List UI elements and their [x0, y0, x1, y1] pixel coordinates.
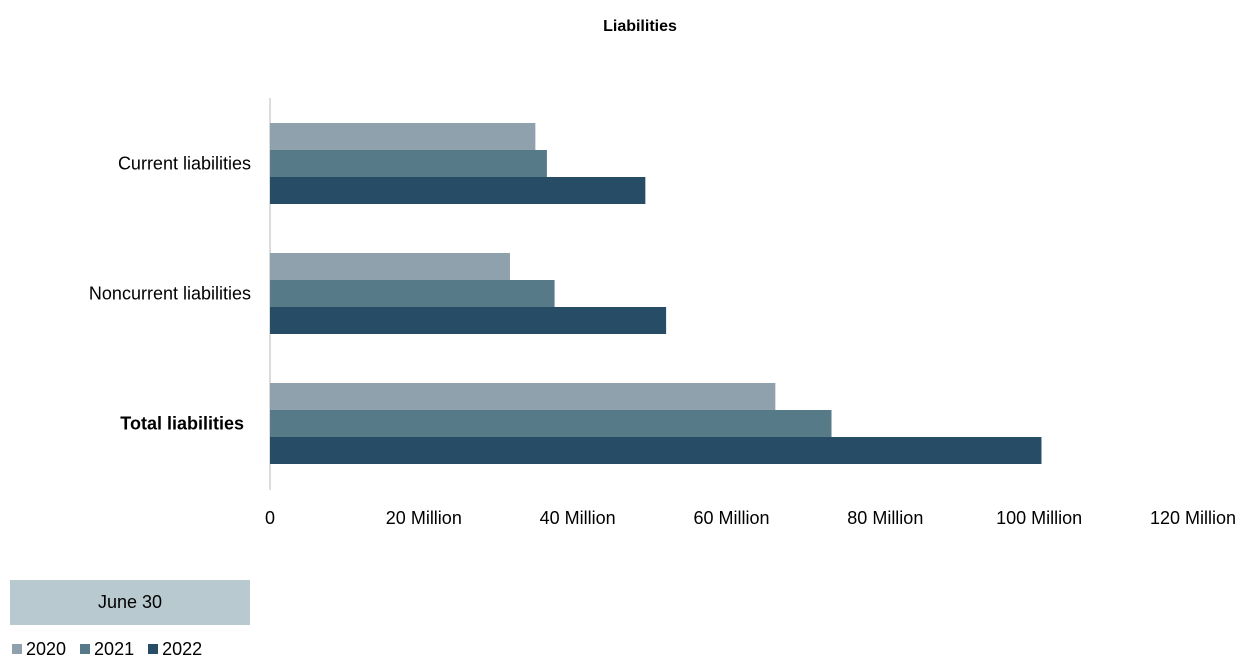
legend-label: 2020: [26, 640, 66, 658]
legend-label: 2022: [162, 640, 202, 658]
bar-total-liabilities-2020: [270, 383, 775, 410]
chart-title: Liabilities: [603, 18, 677, 35]
bar-total-liabilities-2022: [270, 437, 1041, 464]
category-labels: Current liabilities Noncurrent liabilitie…: [89, 154, 251, 434]
x-tick-label: 0: [265, 508, 275, 528]
x-tick-label: 20 Million: [386, 508, 462, 528]
legend-group-label: June 30: [98, 592, 162, 613]
category-label: Total liabilities: [120, 414, 244, 434]
legend-item-2022: 2022: [148, 640, 202, 658]
x-tick-label: 80 Million: [847, 508, 923, 528]
bar-total-liabilities-2021: [270, 410, 831, 437]
category-label: Current liabilities: [118, 154, 251, 174]
legend-swatch: [148, 644, 158, 654]
x-axis-ticks: 0 20 Million 40 Million 60 Million 80 Millio…: [265, 508, 1236, 528]
legend-label: 2021: [94, 640, 134, 658]
legend-item-2020: 2020: [12, 640, 66, 658]
legend-swatch: [80, 644, 90, 654]
legend-swatch: [12, 644, 22, 654]
x-tick-label: 120 Million: [1150, 508, 1236, 528]
x-tick-label: 40 Million: [540, 508, 616, 528]
bar-noncurrent-liabilities-2021: [270, 280, 555, 307]
bars-group: [270, 123, 1041, 464]
category-label: Noncurrent liabilities: [89, 284, 251, 304]
bar-current-liabilities-2022: [270, 177, 645, 204]
legend-group-box: June 30: [10, 580, 250, 625]
bar-current-liabilities-2021: [270, 150, 547, 177]
bar-noncurrent-liabilities-2020: [270, 253, 510, 280]
legend-item-2021: 2021: [80, 640, 134, 658]
legend: 2020 2021 2022: [12, 640, 202, 658]
bar-noncurrent-liabilities-2022: [270, 307, 666, 334]
x-tick-label: 100 Million: [996, 508, 1082, 528]
bar-current-liabilities-2020: [270, 123, 535, 150]
x-tick-label: 60 Million: [693, 508, 769, 528]
